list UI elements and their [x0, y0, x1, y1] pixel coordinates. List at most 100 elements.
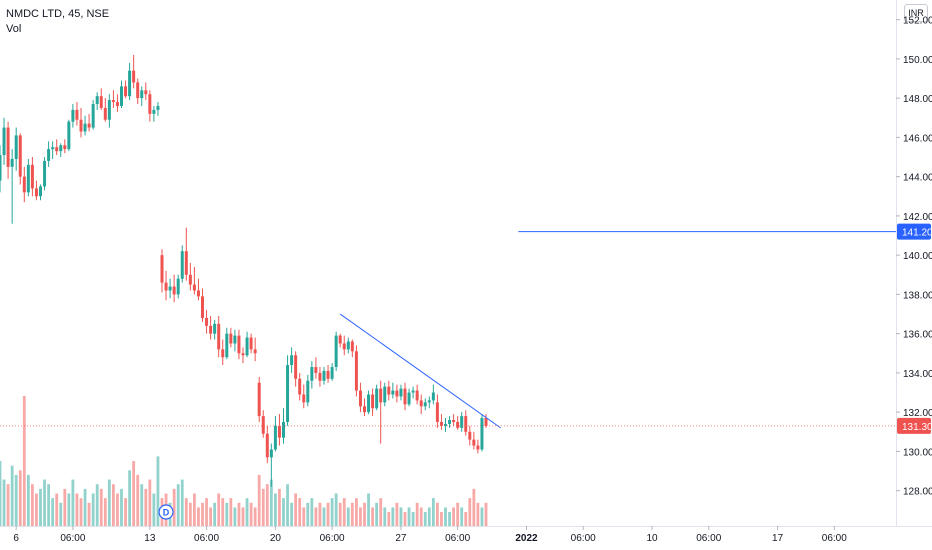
- volume-bar: [39, 488, 42, 526]
- candle-body: [342, 343, 346, 350]
- candle-body: [55, 147, 59, 152]
- volume-bar: [322, 507, 326, 526]
- candle-body: [448, 420, 452, 424]
- symbol-title: NMDC LTD, 45, NSE: [6, 8, 110, 20]
- time-tick-label: 06:00: [194, 533, 219, 544]
- candle-body: [419, 400, 423, 407]
- volume-bar: [184, 498, 188, 526]
- volume-bar: [431, 498, 435, 526]
- price-tick-label: 134.00: [903, 369, 932, 380]
- volume-bar: [71, 479, 75, 526]
- volume-bar: [403, 512, 407, 526]
- volume-bar: [241, 507, 245, 526]
- volume-indicator-label[interactable]: Vol: [6, 23, 22, 35]
- volume-bar: [395, 502, 399, 526]
- candle-body: [431, 392, 435, 401]
- volume-bar: [209, 507, 212, 526]
- candle-body: [322, 370, 326, 381]
- volume-bar: [330, 498, 334, 526]
- candle-body: [188, 274, 192, 285]
- time-tick-label: 10: [646, 533, 658, 544]
- volume-bar: [411, 512, 415, 526]
- candle-body: [371, 394, 375, 409]
- candle-body: [144, 90, 148, 95]
- volume-bar: [282, 498, 285, 526]
- volume-bar: [132, 461, 136, 526]
- volume-bar: [334, 493, 338, 526]
- volume-bar: [448, 512, 451, 526]
- candle-body: [39, 186, 42, 197]
- candle-body: [51, 147, 55, 150]
- price-axis: 128.00 130.00 132.00 134.00 136.00 138.00 140.…: [896, 0, 932, 526]
- candle-body: [391, 390, 395, 395]
- candle-body: [444, 423, 447, 426]
- dividend-marker[interactable]: D: [158, 504, 174, 520]
- price-tick-label: 144.00: [903, 173, 932, 184]
- candle-body: [63, 145, 67, 150]
- volume-bar: [176, 484, 180, 526]
- volume-bar: [156, 456, 160, 526]
- volume-bar: [124, 498, 127, 526]
- volume-bar: [10, 465, 14, 526]
- time-tick-label: 06:00: [445, 533, 470, 544]
- volume-bar: [350, 502, 354, 526]
- volume-bar: [472, 488, 476, 526]
- candle-body: [310, 367, 314, 381]
- candle-body: [314, 367, 318, 373]
- price-tick-label: 132.00: [903, 408, 932, 419]
- candle-body: [241, 353, 245, 356]
- volume-bar: [221, 498, 225, 526]
- candle-body: [67, 121, 71, 150]
- candle-body: [435, 402, 439, 422]
- candle-body: [358, 390, 362, 407]
- volume-bar: [423, 512, 427, 526]
- volume-bar: [387, 512, 391, 526]
- candle-body: [10, 158, 14, 167]
- price-tick-label: 152.00: [903, 16, 932, 27]
- candle-body: [99, 96, 103, 108]
- volume-bar: [346, 507, 350, 526]
- volume-bar: [440, 512, 443, 526]
- candle-body: [387, 386, 391, 395]
- candle-body: [375, 388, 379, 409]
- volume-bar: [79, 498, 83, 526]
- candle-body: [326, 370, 330, 379]
- candle-body: [411, 390, 415, 393]
- volume-bar: [103, 498, 107, 526]
- volume-bar: [444, 507, 447, 526]
- volume-bar: [245, 498, 249, 526]
- volume-bar: [43, 479, 46, 526]
- volume-bar: [144, 488, 148, 526]
- candle-body: [265, 433, 269, 458]
- candle-body: [132, 70, 136, 83]
- candle-body: [47, 149, 51, 161]
- volume-bar: [427, 507, 431, 526]
- volume-bar: [249, 502, 253, 526]
- candle-body: [415, 390, 419, 401]
- volume-bar: [355, 498, 358, 526]
- candle-body: [484, 418, 488, 426]
- volume-bar: [298, 498, 302, 526]
- candle-body: [277, 425, 281, 438]
- candle-body: [34, 188, 38, 197]
- volume-bar: [371, 507, 374, 526]
- currency-badge[interactable]: INR: [904, 4, 928, 22]
- price-tick-label: 130.00: [903, 447, 932, 458]
- volume-bar: [476, 502, 480, 526]
- candle-body: [383, 386, 387, 403]
- candle-body: [124, 86, 128, 97]
- volume-bar: [391, 507, 395, 526]
- volume-bar: [95, 484, 99, 526]
- volume-bar: [26, 474, 30, 526]
- candle-body: [379, 388, 383, 403]
- candle-body: [245, 337, 249, 356]
- volume-bar: [294, 493, 298, 526]
- volume-bar: [468, 498, 472, 526]
- volume-bar: [233, 507, 237, 526]
- candle-body: [83, 123, 87, 132]
- candle-body: [476, 445, 480, 450]
- candle-body: [282, 421, 285, 438]
- candle-body: [346, 341, 350, 350]
- volume-bar: [265, 484, 269, 526]
